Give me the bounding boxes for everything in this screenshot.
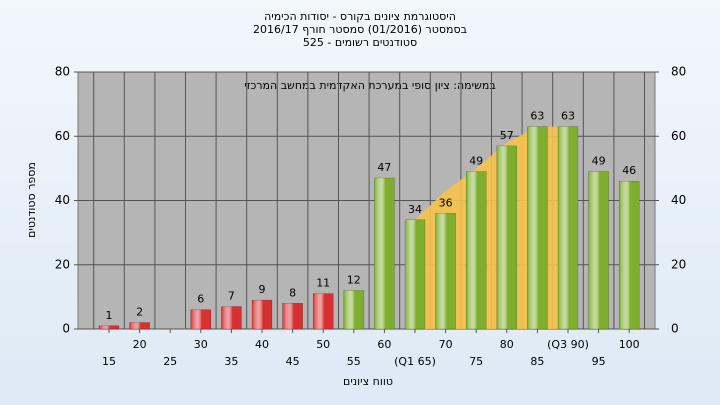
value-label: 34 xyxy=(408,203,422,216)
bar xyxy=(312,293,334,330)
y2-tick-label: 60 xyxy=(671,129,686,143)
bar xyxy=(496,145,518,330)
x-tick-label: 75 xyxy=(469,355,483,368)
y-tick-label: 20 xyxy=(55,257,70,271)
x-tick-label: 55 xyxy=(347,355,361,368)
value-label: 12 xyxy=(347,273,361,286)
bar xyxy=(221,306,242,330)
bar xyxy=(282,303,303,330)
value-label: 11 xyxy=(316,277,330,290)
chart-subtitle: בסמסטר (01/2016) סמסטר חורף 2016/17 xyxy=(253,23,467,36)
value-label: 2 xyxy=(136,306,143,319)
bar xyxy=(251,299,273,330)
x-tick-label: 85 xyxy=(530,355,544,368)
chart-title: היסטוגרמת ציונים בקורס - יסודות הכימיה xyxy=(264,10,456,23)
y-tick-label: 40 xyxy=(55,193,70,207)
chart-subtitle: סטודנטים רשומים - 525 xyxy=(303,36,417,49)
value-label: 47 xyxy=(377,161,391,174)
value-label: 46 xyxy=(622,164,636,177)
value-label: 49 xyxy=(469,155,483,168)
x-axis-label: טווח ציונים xyxy=(343,375,393,388)
x-tick-label: (Q1 65) xyxy=(394,355,436,368)
x-tick-label: 80 xyxy=(500,338,514,351)
bar xyxy=(465,171,487,330)
annotation: במשימה: ציון סופי במערכת האקדמית במחשב ה… xyxy=(244,79,495,92)
x-tick-label: 50 xyxy=(316,338,330,351)
y-tick-label: 0 xyxy=(62,322,70,336)
value-label: 57 xyxy=(500,129,514,142)
bar xyxy=(190,309,212,330)
bar xyxy=(527,126,548,330)
value-label: 49 xyxy=(592,155,606,168)
value-label: 63 xyxy=(561,110,575,123)
x-tick-label: 70 xyxy=(439,338,453,351)
bar xyxy=(343,290,365,330)
x-tick-label: 40 xyxy=(255,338,269,351)
x-tick-label: 95 xyxy=(592,355,606,368)
value-label: 8 xyxy=(289,286,296,299)
value-label: 63 xyxy=(530,110,544,123)
bar xyxy=(129,322,150,330)
y2-tick-label: 80 xyxy=(671,65,686,79)
y2-tick-label: 20 xyxy=(671,257,686,271)
bar xyxy=(98,325,120,330)
y-tick-label: 80 xyxy=(55,65,70,79)
bar xyxy=(557,126,579,330)
value-label: 7 xyxy=(228,290,235,303)
value-label: 6 xyxy=(197,293,204,306)
x-tick-label: 60 xyxy=(377,338,391,351)
x-tick-label: 45 xyxy=(286,355,300,368)
bar xyxy=(374,177,395,330)
x-tick-label: 20 xyxy=(133,338,147,351)
x-tick-label: (Q3 90) xyxy=(547,338,589,351)
y2-tick-label: 40 xyxy=(671,193,686,207)
y2-tick-label: 0 xyxy=(671,322,679,336)
x-tick-label: 15 xyxy=(102,355,116,368)
x-tick-label: 25 xyxy=(163,355,177,368)
bar xyxy=(404,219,426,330)
y-axis-label: מספר סטודנטים xyxy=(25,162,38,238)
x-tick-label: 30 xyxy=(194,338,208,351)
x-tick-label: 100 xyxy=(619,338,640,351)
bar xyxy=(618,180,640,330)
value-label: 1 xyxy=(106,309,113,322)
bar xyxy=(588,171,609,330)
bar xyxy=(435,213,456,330)
value-label: 9 xyxy=(259,283,266,296)
y-tick-label: 60 xyxy=(55,129,70,143)
value-label: 36 xyxy=(439,196,453,209)
x-tick-label: 35 xyxy=(224,355,238,368)
